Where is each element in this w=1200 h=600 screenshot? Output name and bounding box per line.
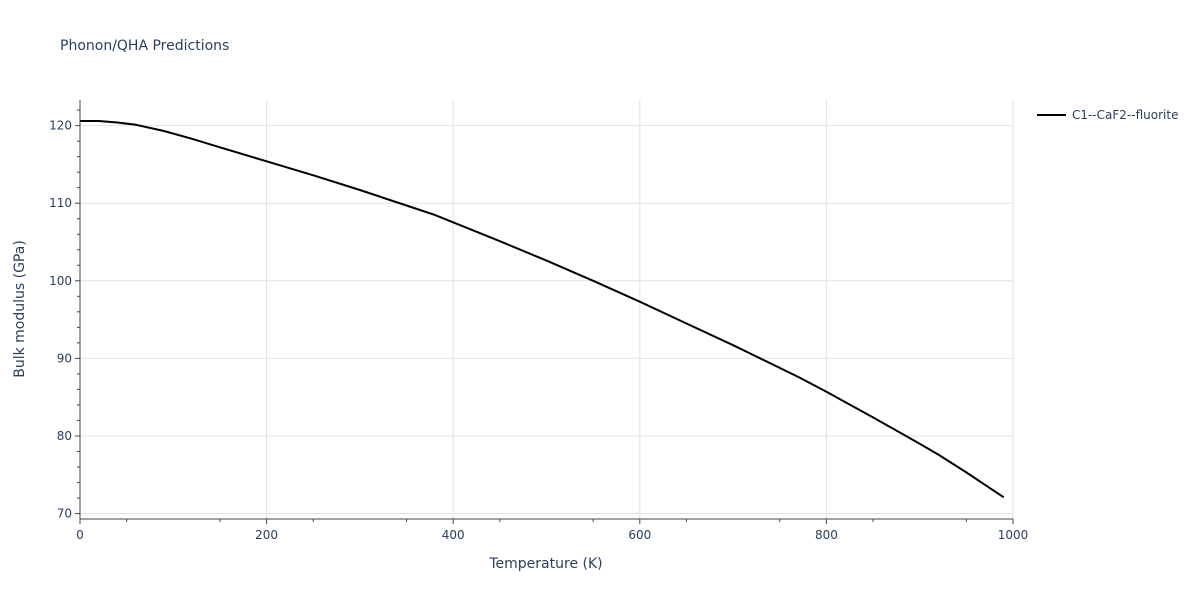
y-tick-label: 120 [49, 119, 72, 133]
grid [80, 100, 1014, 519]
series-line[interactable] [80, 120, 1005, 499]
y-tick-label: 100 [49, 274, 72, 288]
y-tick-label: 90 [57, 351, 72, 365]
y-tick-label: 80 [57, 429, 72, 443]
legend-label: C1--CaF2--fluorite [1072, 108, 1178, 122]
x-axis-title: Temperature (K) [488, 556, 602, 572]
legend[interactable]: C1--CaF2--fluorite [1037, 108, 1178, 122]
series-layer [80, 120, 1005, 499]
chart-title: Phonon/QHA Predictions [60, 38, 229, 54]
x-tick-label: 800 [815, 528, 838, 542]
y-tick-label: 70 [57, 507, 72, 521]
y-tick-label: 110 [49, 196, 72, 210]
x-tick-label: 0 [76, 528, 84, 542]
x-tick-label: 1000 [998, 528, 1029, 542]
x-tick-label: 600 [628, 528, 651, 542]
axes: 0 200 400 600 800 1000 70 80 90 100 110 120 [49, 100, 1028, 542]
x-tick-label: 400 [442, 528, 465, 542]
x-tick-label: 200 [255, 528, 278, 542]
y-axis-title: Bulk modulus (GPa) [12, 240, 28, 378]
